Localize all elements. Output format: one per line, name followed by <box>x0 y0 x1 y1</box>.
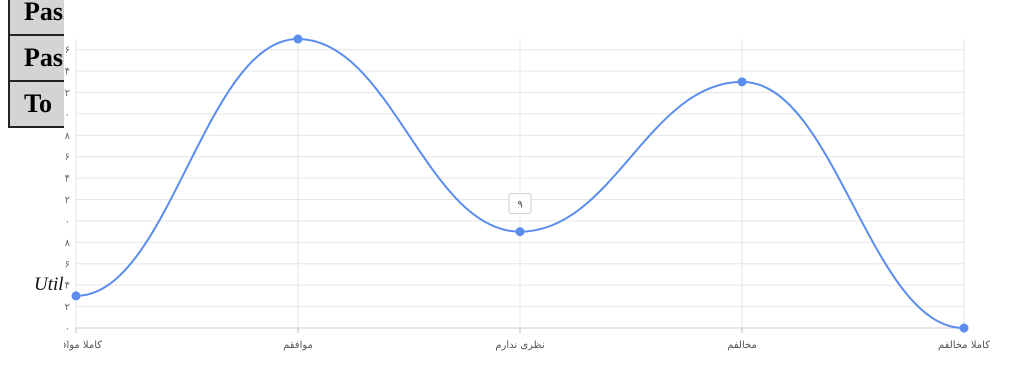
y-tick-label: ۲۲ <box>64 88 70 99</box>
y-tick-label: ۱۲ <box>64 195 70 206</box>
data-point <box>515 227 525 237</box>
chart-panel: ۰۲۴۶۸۱۰۱۲۱۴۱۶۱۸۲۰۲۲۲۴۲۶کاملا موافقمموافق… <box>64 0 1017 376</box>
y-tick-label: ۲۶ <box>64 45 70 56</box>
y-tick-label: ۱۸ <box>64 131 71 142</box>
y-tick-label: ۸ <box>65 238 71 249</box>
data-point <box>293 34 303 44</box>
x-category-label: موافقم <box>283 340 313 351</box>
x-category-label: کاملا مخالفم <box>938 340 990 351</box>
y-tick-label: ۴ <box>65 281 70 292</box>
document-caption: Util <box>34 274 64 295</box>
tooltip-box <box>508 193 532 215</box>
data-point <box>737 77 747 87</box>
y-tick-label: ۱۴ <box>64 174 70 185</box>
data-point <box>71 291 81 301</box>
x-category-label: کاملا موافقم <box>64 340 102 351</box>
y-tick-label: ۲ <box>65 302 70 313</box>
x-category-label: نظری ندارم <box>495 340 544 351</box>
x-category-label: مخالفم <box>727 340 757 351</box>
tooltip-label: ۹ <box>517 200 522 211</box>
y-tick-label: ۰ <box>65 324 70 335</box>
data-point <box>959 323 969 333</box>
y-tick-label: ۱۶ <box>64 152 70 163</box>
y-tick-label: ۲۰ <box>64 109 70 120</box>
y-tick-label: ۲۴ <box>64 67 70 78</box>
y-tick-label: ۱۰ <box>64 216 70 227</box>
y-tick-label: ۶ <box>65 259 70 270</box>
line-chart: ۰۲۴۶۸۱۰۱۲۱۴۱۶۱۸۲۰۲۲۲۴۲۶کاملا موافقمموافق… <box>64 34 990 351</box>
